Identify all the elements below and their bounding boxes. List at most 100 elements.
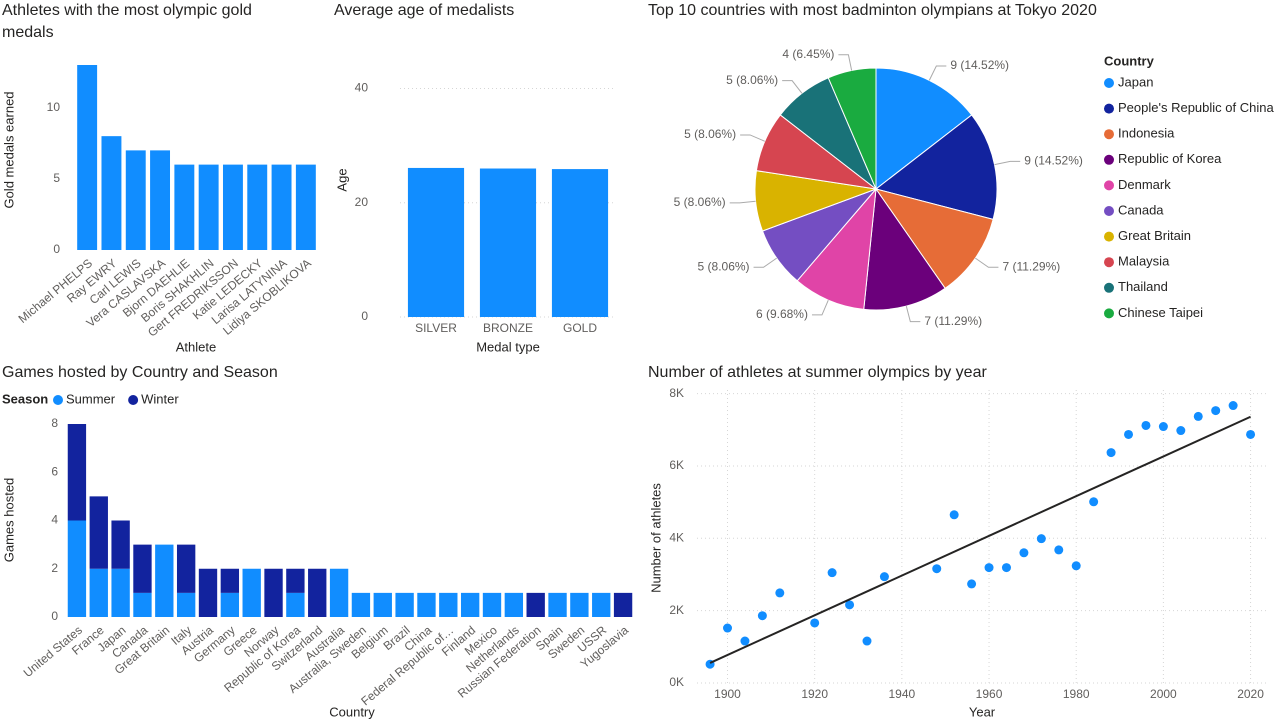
bar (198, 164, 219, 250)
point (1124, 429, 1134, 439)
legend-marker (1104, 129, 1114, 140)
bar-segment (198, 568, 218, 617)
point (810, 618, 820, 628)
y-tick-label: 0 (53, 242, 60, 256)
y-axis-title: Age (334, 168, 349, 191)
x-tick-label: GOLD (563, 321, 597, 335)
bar (125, 150, 146, 250)
bar-segment (460, 592, 480, 617)
chart-title: Games hosted by Country and Season (2, 364, 278, 381)
legend-label: Summer (66, 391, 116, 406)
data-label: 5 (8.06%) (726, 73, 778, 87)
pie-slice (796, 187, 877, 310)
bar-segment (133, 544, 152, 593)
legend-title: Country (1104, 53, 1155, 68)
y-tick-label: 0K (669, 675, 684, 689)
bar-segment (176, 544, 196, 593)
point (984, 563, 994, 573)
bar-segment (526, 592, 545, 617)
trend-line (709, 415, 1251, 664)
bar-segment (220, 568, 240, 593)
bar (407, 167, 465, 317)
y-tick-label: 20 (355, 195, 369, 209)
y-tick-label: 2K (669, 603, 684, 617)
data-label: 7 (11.29%) (924, 314, 982, 328)
pie-slice (874, 114, 998, 220)
x-tick-label: SILVER (415, 321, 457, 335)
point (949, 510, 959, 520)
y-axis-title: Number of athletes (648, 483, 663, 593)
point (1211, 406, 1221, 416)
legend-label: People's Republic of China (1118, 100, 1274, 115)
x-tick-label: 2020 (1237, 687, 1264, 701)
legend-marker (1104, 78, 1114, 88)
data-label: 6 (9.68%) (756, 307, 808, 321)
data-label: 5 (8.06%) (674, 195, 726, 209)
bar-segment (417, 592, 436, 617)
bar-segment (67, 424, 87, 521)
legend-marker (1104, 308, 1114, 319)
bar (101, 136, 122, 250)
legend-marker (1104, 257, 1114, 268)
point (1106, 448, 1116, 458)
y-tick-label: 0 (51, 609, 58, 623)
point (845, 600, 855, 610)
point (757, 611, 767, 621)
y-tick-label: 6 (51, 464, 58, 478)
bar-segment (351, 592, 371, 617)
legend-label: Great Britain (1118, 228, 1191, 243)
data-label: 5 (8.06%) (698, 259, 750, 273)
point (879, 572, 889, 582)
legend-label: Malaysia (1118, 254, 1170, 269)
bar-segment (613, 592, 633, 617)
bar-segment (308, 568, 327, 617)
bar-segment (395, 592, 414, 617)
data-label: 4 (6.45%) (782, 47, 834, 61)
bar (479, 168, 537, 317)
bar-segment (89, 568, 108, 617)
x-tick-label: 2000 (1150, 687, 1177, 701)
y-tick-label: 6K (669, 458, 684, 472)
legend-label: Winter (141, 391, 179, 406)
pie-slice (874, 188, 994, 290)
leader-line (729, 200, 756, 204)
x-tick-label: 1940 (889, 687, 916, 701)
bar-segment (155, 544, 174, 617)
point (1246, 429, 1256, 439)
x-tick-label: 1980 (1063, 687, 1090, 701)
bar-segment (286, 568, 305, 593)
data-label: 7 (11.29%) (1002, 259, 1060, 273)
x-axis-title: Year (969, 704, 996, 719)
point (1089, 497, 1099, 507)
bar-segment (111, 568, 130, 617)
pie-slice (827, 67, 877, 190)
bar-segment (89, 496, 108, 569)
bar-segment (176, 592, 196, 617)
legend-label: Republic of Korea (1118, 151, 1222, 166)
point (1176, 426, 1186, 436)
legend-label: Canada (1118, 202, 1164, 217)
bar-segment (592, 592, 611, 617)
leader-line (928, 65, 947, 81)
point (1228, 401, 1238, 411)
y-axis-title: Gold medals earned (1, 91, 16, 208)
bar (77, 65, 98, 250)
bar (295, 164, 316, 250)
legend-label: Denmark (1118, 177, 1171, 192)
bar-segment (482, 592, 502, 617)
bar-segment (439, 592, 458, 617)
point (1019, 548, 1029, 558)
leader-line (975, 257, 999, 268)
point (775, 588, 785, 598)
bar (551, 169, 609, 317)
legend-label: Indonesia (1118, 126, 1175, 141)
leader-line (838, 54, 853, 71)
legend-marker (1104, 103, 1114, 114)
y-tick-label: 5 (53, 171, 60, 185)
chart-title: Average age of medalists (334, 2, 515, 19)
bar (174, 164, 195, 250)
legend-marker (1104, 206, 1114, 216)
chart-title: Number of athletes at summer olympics by… (648, 364, 987, 381)
